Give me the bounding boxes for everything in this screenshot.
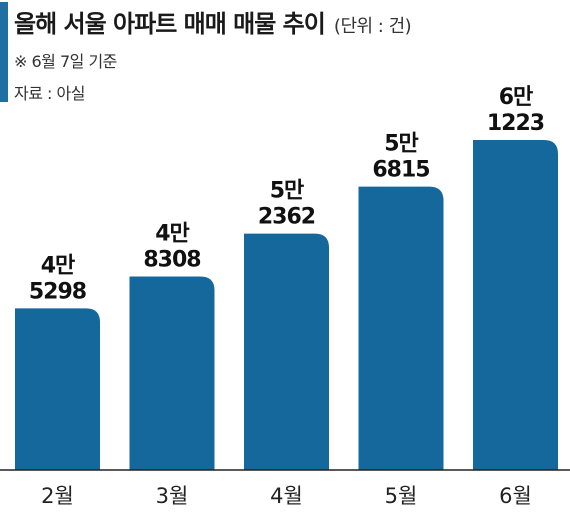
bar-2 (129, 276, 215, 470)
bar-3 (244, 233, 329, 470)
unit-label: (단위 : 건) (333, 16, 412, 37)
bar-value-label-3-line-1: 5만 (270, 179, 304, 204)
bar-value-label-5-line-1: 6만 (499, 85, 533, 110)
bar-value-label-5-line-2: 1223 (487, 111, 544, 136)
bars-group (15, 140, 558, 470)
bar-value-label-2-line-1: 4만 (155, 222, 189, 247)
bar-value-label-4-line-2: 6815 (372, 158, 429, 183)
category-label-2: 3월 (156, 484, 189, 508)
category-label-4: 5월 (385, 484, 418, 508)
category-labels-group: 2월 3월 4월 5월 6월 (41, 484, 532, 508)
bar-4 (358, 186, 444, 470)
bar-value-label-1-line-1: 4만 (41, 253, 75, 278)
bar-5 (473, 140, 558, 470)
chart-header: 올해 서울 아파트 매매 매물 추이 (단위 : 건) ※ 6월 7일 기준 자… (0, 0, 570, 110)
date-note: ※ 6월 7일 기준 (14, 52, 117, 71)
bar-value-label-2-line-2: 8308 (143, 248, 200, 273)
bar-value-label-3-line-2: 2362 (258, 205, 315, 230)
title-row: 올해 서울 아파트 매매 매물 추이 (단위 : 건) (14, 4, 412, 39)
bar-value-label-4-line-1: 5만 (384, 132, 418, 157)
bar-1 (15, 308, 100, 470)
category-label-5: 6월 (499, 484, 532, 508)
category-label-1: 2월 (41, 484, 74, 508)
chart-title: 올해 서울 아파트 매매 매물 추이 (14, 10, 326, 38)
source-label: 자료 : 아실 (14, 84, 85, 103)
category-label-3: 4월 (270, 484, 303, 508)
header-accent-bar (0, 2, 8, 102)
bar-value-label-1-line-2: 5298 (29, 279, 86, 304)
